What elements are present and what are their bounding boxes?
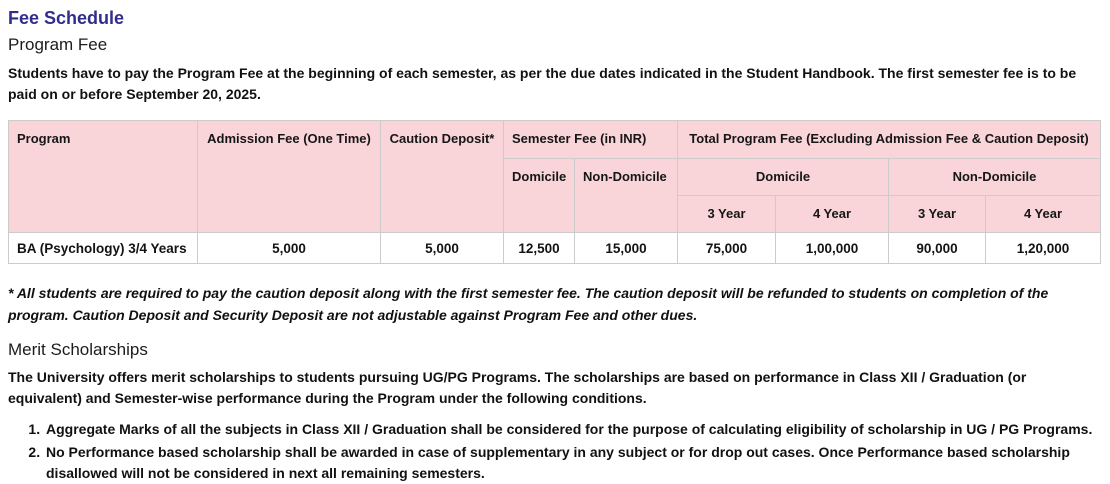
col-total-non-domicile-4-year: 4 Year [985, 195, 1101, 233]
col-caution-deposit: Caution Deposit* [380, 120, 504, 233]
cell-admission-fee: 5,000 [197, 232, 381, 264]
col-total-domicile-4-year: 4 Year [775, 195, 889, 233]
caution-deposit-footnote: * All students are required to pay the c… [8, 285, 1049, 323]
col-total-non-domicile: Non-Domicile [888, 158, 1101, 196]
cell-total-non-domicile-3yr: 90,000 [888, 232, 986, 264]
scholarship-conditions-list: Aggregate Marks of all the subjects in C… [8, 419, 1100, 484]
cell-program: BA (Psychology) 3/4 Years [8, 232, 198, 264]
table-row: BA (Psychology) 3/4 Years 5,000 5,000 12… [8, 232, 1101, 264]
cell-caution-deposit: 5,000 [380, 232, 504, 264]
header-row-1: Program Admission Fee (One Time) Caution… [8, 120, 1101, 233]
program-fee-heading: Program Fee [8, 35, 108, 54]
scholarship-condition-2: No Performance based scholarship shall b… [44, 442, 1100, 484]
cell-total-domicile-4yr: 1,00,000 [775, 232, 889, 264]
col-total-program-fee: Total Program Fee (Excluding Admission F… [677, 120, 1101, 159]
cell-total-non-domicile-4yr: 1,20,000 [985, 232, 1101, 264]
cell-total-domicile-3yr: 75,000 [677, 232, 776, 264]
col-total-domicile-3-year: 3 Year [677, 195, 776, 233]
merit-scholarships-intro: The University offers merit scholarships… [8, 369, 1027, 406]
col-semester-fee: Semester Fee (in INR) [503, 120, 678, 159]
col-admission-fee: Admission Fee (One Time) [197, 120, 381, 233]
page-title: Fee Schedule [8, 8, 125, 28]
program-fee-intro: Students have to pay the Program Fee at … [8, 65, 1077, 102]
col-total-non-domicile-3-year: 3 Year [888, 195, 986, 233]
col-program: Program [8, 120, 198, 233]
col-semester-domicile: Domicile [503, 158, 575, 233]
fee-table: Program Admission Fee (One Time) Caution… [8, 120, 1101, 264]
col-semester-non-domicile: Non-Domicile [574, 158, 678, 233]
cell-semester-non-domicile: 15,000 [574, 232, 678, 264]
header-row-3: 3 Year 4 Year 3 Year 4 Year [9, 195, 1101, 233]
fee-schedule-page: Fee Schedule Program Fee Students have t… [0, 0, 1110, 471]
scholarship-condition-1: Aggregate Marks of all the subjects in C… [44, 419, 1100, 440]
col-total-domicile: Domicile [677, 158, 889, 196]
merit-scholarships-heading: Merit Scholarships [8, 340, 148, 359]
cell-semester-domicile: 12,500 [503, 232, 575, 264]
